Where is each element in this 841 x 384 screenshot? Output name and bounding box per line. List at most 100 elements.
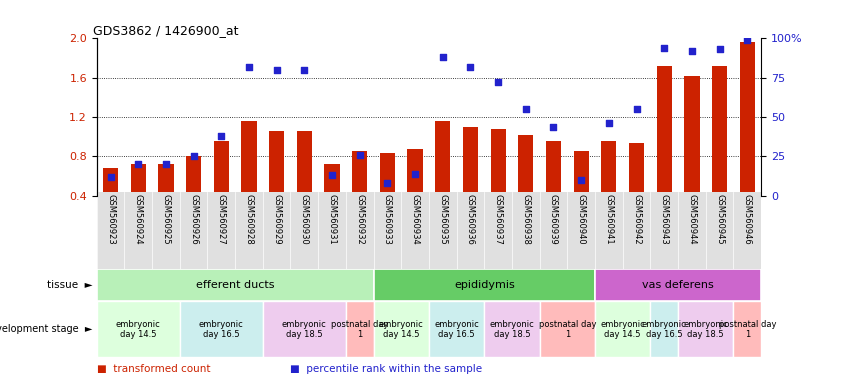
Bar: [325, 164, 340, 196]
Bar: [297, 131, 312, 196]
Text: epididymis: epididymis: [454, 280, 515, 290]
Bar: [678, 301, 733, 357]
Text: GSM560942: GSM560942: [632, 194, 641, 245]
Bar: [186, 157, 201, 196]
Bar: [685, 76, 700, 196]
Point: [353, 152, 367, 158]
Text: GSM560945: GSM560945: [715, 194, 724, 245]
Bar: [463, 127, 478, 196]
Text: ■  percentile rank within the sample: ■ percentile rank within the sample: [290, 364, 482, 374]
Text: GSM560946: GSM560946: [743, 194, 752, 245]
Text: embryonic
day 18.5: embryonic day 18.5: [684, 319, 728, 339]
Text: GSM560931: GSM560931: [327, 194, 336, 245]
Bar: [380, 152, 395, 196]
Point: [381, 180, 394, 186]
Text: GSM560932: GSM560932: [355, 194, 364, 245]
Bar: [429, 301, 484, 357]
Point: [574, 177, 588, 183]
Text: GSM560943: GSM560943: [659, 194, 669, 245]
Point: [325, 172, 339, 179]
Bar: [407, 149, 423, 196]
Bar: [346, 301, 373, 357]
Bar: [574, 151, 589, 196]
Bar: [650, 301, 678, 357]
Point: [242, 64, 256, 70]
Bar: [601, 141, 616, 196]
Text: GSM560923: GSM560923: [106, 194, 115, 245]
Text: efferent ducts: efferent ducts: [196, 280, 274, 290]
Bar: [97, 269, 373, 301]
Bar: [435, 121, 451, 196]
Text: GSM560934: GSM560934: [410, 194, 420, 245]
Point: [103, 174, 117, 180]
Text: GSM560936: GSM560936: [466, 194, 475, 245]
Text: development stage  ►: development stage ►: [0, 324, 93, 334]
Text: GSM560928: GSM560928: [245, 194, 253, 245]
Point: [491, 79, 505, 86]
Bar: [518, 135, 533, 196]
Point: [630, 106, 643, 112]
Bar: [595, 301, 650, 357]
Text: embryonic
day 14.5: embryonic day 14.5: [378, 319, 424, 339]
Text: postnatal day
1: postnatal day 1: [718, 319, 776, 339]
Point: [187, 154, 200, 160]
Bar: [490, 129, 505, 196]
Bar: [214, 141, 229, 196]
Bar: [180, 301, 262, 357]
Bar: [373, 269, 595, 301]
Bar: [484, 301, 540, 357]
Point: [519, 106, 532, 112]
Text: postnatal day
1: postnatal day 1: [331, 319, 389, 339]
Point: [298, 67, 311, 73]
Point: [713, 46, 727, 53]
Bar: [629, 143, 644, 196]
Point: [270, 67, 283, 73]
Bar: [269, 131, 284, 196]
Text: embryonic
day 16.5: embryonic day 16.5: [199, 319, 244, 339]
Bar: [657, 66, 672, 196]
Bar: [262, 301, 346, 357]
Text: embryonic
day 16.5: embryonic day 16.5: [642, 319, 686, 339]
Point: [463, 64, 477, 70]
Text: GSM560940: GSM560940: [577, 194, 585, 245]
Text: GSM560927: GSM560927: [217, 194, 225, 245]
Point: [436, 54, 449, 60]
Text: GSM560941: GSM560941: [605, 194, 613, 245]
Text: GDS3862 / 1426900_at: GDS3862 / 1426900_at: [93, 24, 239, 37]
Bar: [352, 151, 368, 196]
Text: GSM560937: GSM560937: [494, 194, 503, 245]
Point: [602, 120, 616, 126]
Point: [214, 133, 228, 139]
Point: [131, 161, 145, 167]
Text: embryonic
day 14.5: embryonic day 14.5: [116, 319, 161, 339]
Point: [409, 171, 422, 177]
Text: GSM560933: GSM560933: [383, 194, 392, 245]
Text: GSM560939: GSM560939: [549, 194, 558, 245]
Bar: [546, 141, 561, 196]
Point: [658, 45, 671, 51]
Bar: [733, 301, 761, 357]
Bar: [595, 269, 761, 301]
Point: [685, 48, 699, 54]
Point: [547, 124, 560, 130]
Bar: [130, 164, 145, 196]
Text: GSM560938: GSM560938: [521, 194, 531, 245]
Text: GSM560925: GSM560925: [161, 194, 171, 245]
Text: GSM560926: GSM560926: [189, 194, 198, 245]
Point: [741, 37, 754, 43]
Text: GSM560929: GSM560929: [272, 194, 281, 245]
Text: postnatal day
1: postnatal day 1: [538, 319, 596, 339]
Text: GSM560935: GSM560935: [438, 194, 447, 245]
Bar: [103, 168, 119, 196]
Text: GSM560924: GSM560924: [134, 194, 143, 245]
Bar: [373, 301, 429, 357]
Bar: [158, 164, 173, 196]
Bar: [712, 66, 727, 196]
Text: vas deferens: vas deferens: [643, 280, 714, 290]
Text: tissue  ►: tissue ►: [47, 280, 93, 290]
Bar: [97, 301, 180, 357]
Bar: [540, 301, 595, 357]
Text: embryonic
day 16.5: embryonic day 16.5: [434, 319, 479, 339]
Text: embryonic
day 18.5: embryonic day 18.5: [282, 319, 326, 339]
Text: embryonic
day 14.5: embryonic day 14.5: [600, 319, 645, 339]
